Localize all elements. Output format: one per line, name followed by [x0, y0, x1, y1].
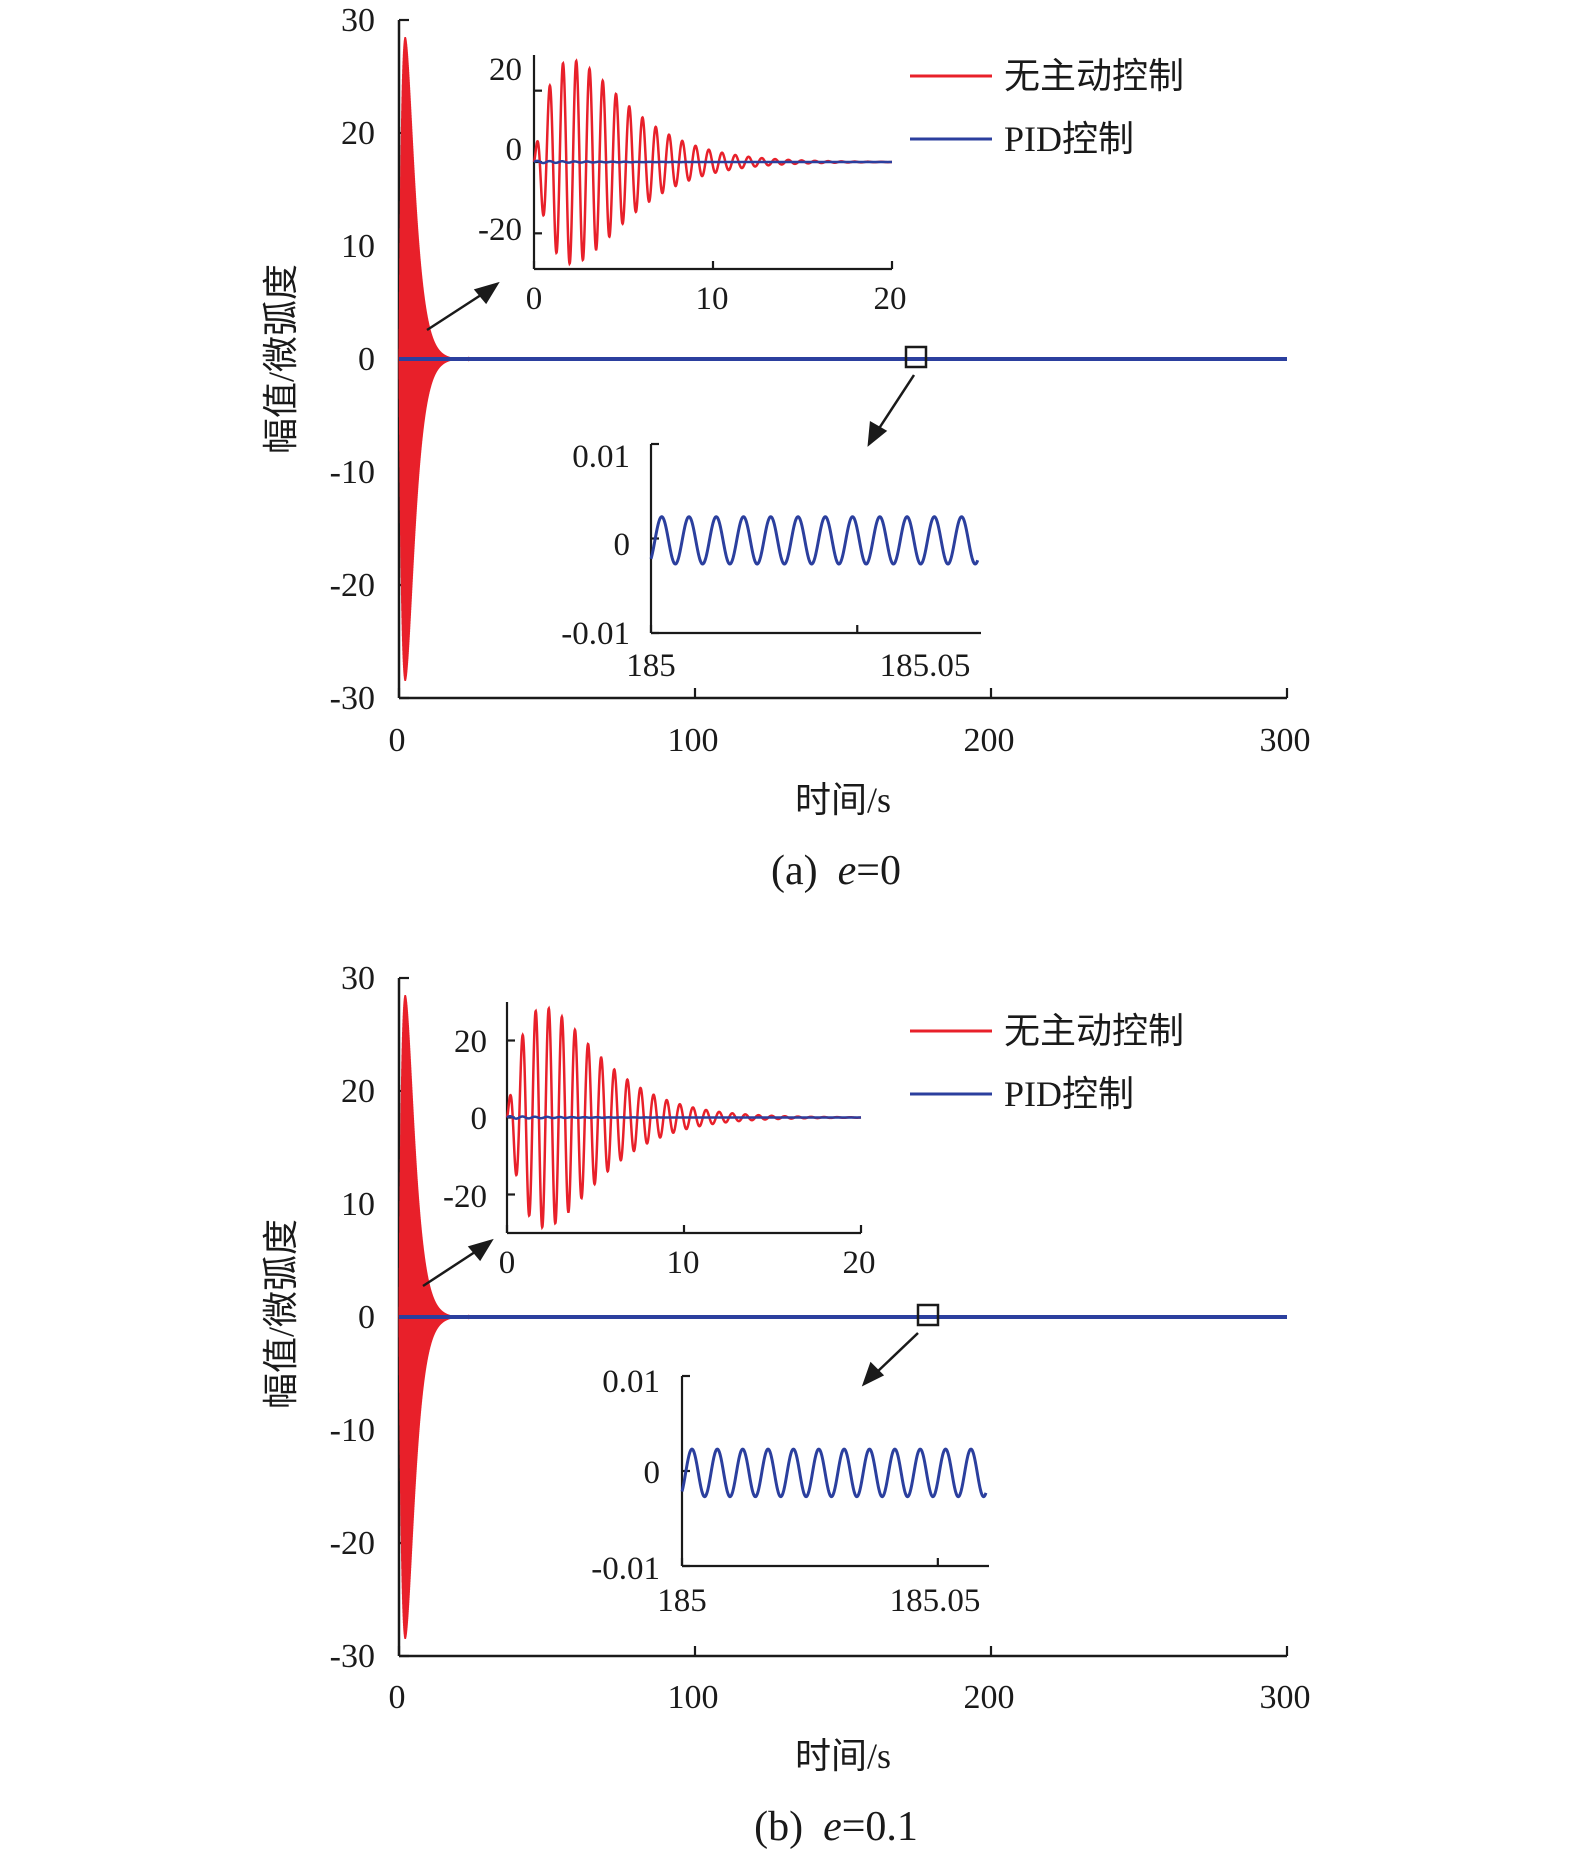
inset-top-ytick-b-0: 20 [454, 1024, 487, 1060]
main-xtick-a-2: 200 [964, 722, 1015, 759]
panel-b: 30 20 10 0 -10 -20 -30 0 100 200 300 幅值/… [261, 960, 1311, 1850]
inset-top-xtick-a-2: 20 [874, 281, 907, 317]
y-axis-label-b: 幅值/微弧度 [261, 1219, 301, 1409]
inset-bottom-ytick-b-0: 0.01 [602, 1364, 660, 1400]
caption-b: (b) e=0.1 [754, 1804, 918, 1850]
caption-a-suffix: =0 [856, 848, 901, 894]
inset-bottom-xtick-b-1: 185.05 [890, 1583, 981, 1619]
zoom-arrow-bottom-b [861, 1332, 919, 1387]
main-ytick-a-3: 0 [358, 341, 375, 378]
inset-top-ytick-b-1: 0 [471, 1101, 488, 1137]
main-ytick-b-0: 30 [341, 960, 375, 997]
inset-top-ytick-a-2: -20 [478, 212, 522, 248]
inset-top-ytick-a-0: 20 [489, 52, 522, 88]
main-xtick-a-1: 100 [668, 722, 719, 759]
main-ytick-b-6: -30 [330, 1638, 375, 1675]
inset-bottom-ytick-a-1: 0 [614, 527, 631, 563]
inset-top-xtick-a-1: 10 [696, 281, 729, 317]
main-ytick-a-5: -20 [330, 567, 375, 604]
main-ytick-a-2: 10 [341, 228, 375, 265]
inset-bottom-ytick-b-2: -0.01 [591, 1551, 660, 1587]
caption-b-var: e [823, 1804, 842, 1850]
inset-top-ticks-b [505, 1039, 863, 1233]
legend-a-label-uncontrolled: 无主动控制 [1004, 56, 1184, 96]
main-ytick-b-1: 20 [341, 1073, 375, 1110]
inset-bottom-xtick-b-0: 185 [657, 1583, 707, 1619]
inset-bottom-ytick-a-2: -0.01 [561, 616, 630, 652]
main-ytick-b-5: -20 [330, 1525, 375, 1562]
main-ytick-b-3: 0 [358, 1299, 375, 1336]
x-axis-label-b: 时间/s [795, 1736, 891, 1776]
x-axis-label-a: 时间/s [795, 780, 891, 820]
inset-top-pid-line-a [533, 159, 892, 165]
main-xtick-b-1: 100 [668, 1679, 719, 1716]
legend-b-label-uncontrolled: 无主动控制 [1004, 1011, 1184, 1051]
inset-bottom-pid-line-b [680, 1447, 988, 1499]
caption-a-var: e [838, 848, 857, 894]
legend-a-label-pid: PID控制 [1004, 119, 1134, 159]
inset-bottom-pid-line-a [649, 515, 980, 566]
zoom-arrow-bottom-a [867, 374, 916, 447]
legend-a: 无主动控制 PID控制 [910, 56, 1184, 159]
main-xtick-b-3: 300 [1260, 1679, 1311, 1716]
panel-a: 30 20 10 0 -10 -20 -30 0 100 200 300 幅值/… [261, 2, 1311, 894]
inset-top-pid-line-b [506, 1114, 861, 1120]
main-xtick-b-2: 200 [964, 1679, 1015, 1716]
inset-top-xtick-b-0: 0 [499, 1245, 516, 1281]
inset-top-ytick-a-1: 0 [506, 132, 523, 168]
caption-b-prefix: (b) [754, 1804, 803, 1850]
zoom-arrow-top-a [426, 281, 500, 332]
inset-bottom-ytick-a-0: 0.01 [572, 439, 630, 475]
legend-b-label-pid: PID控制 [1004, 1074, 1134, 1114]
main-xtick-b-0: 0 [389, 1679, 406, 1716]
inset-top-ytick-b-2: -20 [443, 1179, 487, 1215]
inset-bottom-axes-b [680, 1376, 989, 1568]
main-ytick-b-4: -10 [330, 1412, 375, 1449]
main-ytick-a-1: 20 [341, 115, 375, 152]
main-xtick-a-3: 300 [1260, 722, 1311, 759]
caption-a-prefix: (a) [771, 848, 818, 894]
inset-bottom-axes-a [649, 444, 981, 635]
main-xtick-a-0: 0 [389, 722, 406, 759]
inset-bottom-ytick-b-1: 0 [644, 1455, 661, 1491]
legend-b: 无主动控制 PID控制 [910, 1011, 1184, 1114]
zoom-arrow-top-b [422, 1238, 494, 1288]
main-ytick-a-4: -10 [330, 454, 375, 491]
main-ytick-a-0: 30 [341, 2, 375, 39]
y-axis-label-a: 幅值/微弧度 [261, 264, 301, 454]
main-ytick-b-2: 10 [341, 1186, 375, 1223]
zoom-box-a [904, 345, 928, 369]
inset-bottom-xtick-a-0: 185 [626, 648, 676, 684]
caption-b-suffix: =0.1 [842, 1804, 918, 1850]
inset-top-xtick-b-2: 20 [843, 1245, 876, 1281]
main-ytick-a-6: -30 [330, 680, 375, 717]
inset-top-xtick-a-0: 0 [526, 281, 543, 317]
inset-bottom-xtick-a-1: 185.05 [880, 648, 971, 684]
caption-a: (a) e=0 [771, 848, 901, 894]
inset-top-xtick-b-1: 10 [667, 1245, 700, 1281]
zoom-box-b [916, 1303, 940, 1327]
